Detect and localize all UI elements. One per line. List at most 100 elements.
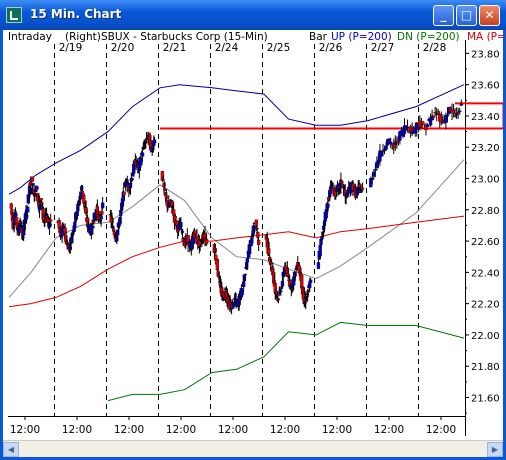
- candle-body: [316, 262, 321, 269]
- candle-body: [40, 207, 45, 209]
- close-button[interactable]: ✕: [479, 5, 500, 26]
- candle-body: [163, 188, 167, 191]
- candle-body: [100, 210, 104, 215]
- candle-body: [118, 216, 122, 225]
- candle-body: [139, 158, 143, 166]
- candle-body: [119, 209, 123, 216]
- horizontal-scrollbar[interactable]: ◀ ▶: [3, 440, 503, 457]
- candle-body: [173, 216, 177, 220]
- candle-body: [341, 184, 345, 187]
- candle-body: [110, 217, 114, 223]
- date-label: 2/21: [163, 42, 187, 54]
- chart-area[interactable]: Intraday (Right) SBUX - Starbucks Corp (…: [3, 30, 503, 457]
- chart-app-icon: [6, 7, 22, 23]
- candle-body: [77, 201, 82, 204]
- price-chart[interactable]: Intraday (Right) SBUX - Starbucks Corp (…: [3, 30, 503, 440]
- candle-body: [459, 104, 463, 106]
- x-tick-label: 12:00: [426, 424, 456, 436]
- candle-body: [31, 183, 35, 186]
- title-bar[interactable]: 15 Min. Chart _ □ ✕: [0, 0, 506, 30]
- candle-body: [162, 183, 166, 188]
- candle-body: [240, 290, 244, 296]
- candle-body: [308, 282, 312, 288]
- candle-body: [140, 152, 145, 157]
- candle-body: [111, 226, 115, 229]
- candle-body: [389, 141, 393, 145]
- candle-body: [91, 220, 96, 224]
- candle-body: [48, 224, 52, 226]
- candle-body: [68, 247, 73, 251]
- candle-body: [250, 234, 255, 236]
- candle-body: [280, 287, 284, 289]
- candle-body: [326, 203, 330, 208]
- axis-side-label: (Right): [65, 31, 101, 43]
- gray-average-line: [8, 159, 465, 298]
- x-tick-label: 12:00: [62, 424, 92, 436]
- candle-body: [274, 291, 278, 294]
- candle-body: [256, 232, 260, 238]
- y-tick-label: 23.60: [471, 81, 500, 92]
- y-tick-label: 23.20: [471, 143, 500, 154]
- candle-body: [14, 217, 19, 224]
- candle-body: [117, 224, 121, 227]
- candle-body: [293, 274, 297, 276]
- candle-body: [193, 230, 197, 235]
- candle-body: [340, 180, 344, 184]
- candle-body: [458, 110, 462, 113]
- date-label: 2/28: [423, 42, 447, 54]
- candle-body: [26, 207, 30, 213]
- candle-body: [73, 221, 77, 228]
- candle-body: [32, 190, 36, 196]
- candle-body: [327, 196, 331, 201]
- candle-body: [254, 219, 259, 226]
- candle-body: [419, 125, 424, 128]
- candle-body: [30, 176, 35, 182]
- maximize-button[interactable]: □: [456, 5, 477, 26]
- x-tick-label: 12:00: [114, 424, 144, 436]
- y-tick-label: 22.40: [471, 268, 500, 279]
- candle-body: [9, 203, 13, 209]
- minimize-button[interactable]: _: [433, 5, 454, 26]
- candle-body: [115, 236, 119, 242]
- candle-body: [180, 229, 184, 231]
- date-label: 2/24: [215, 42, 239, 54]
- candle-body: [276, 298, 281, 301]
- y-tick-label: 21.80: [471, 362, 500, 373]
- candle-body: [39, 198, 43, 201]
- candle-body: [436, 110, 440, 114]
- scroll-right-arrow-icon[interactable]: ▶: [487, 442, 503, 457]
- y-tick-label: 22.60: [471, 237, 500, 248]
- candle-body: [358, 184, 362, 188]
- candle-body: [250, 237, 254, 244]
- y-tick-label: 23.00: [471, 175, 500, 186]
- candle-body: [241, 282, 246, 288]
- candle-body: [280, 280, 285, 287]
- scroll-left-arrow-icon[interactable]: ◀: [3, 442, 19, 457]
- candle-body: [421, 121, 425, 125]
- candle-body: [359, 191, 363, 194]
- candle-body: [164, 195, 169, 199]
- date-label: 2/27: [371, 42, 395, 54]
- candle-body: [300, 275, 304, 289]
- candle-body: [213, 248, 217, 253]
- window-title: 15 Min. Chart: [30, 7, 122, 21]
- y-tick-label: 22.20: [471, 300, 500, 311]
- candle-body: [318, 244, 322, 257]
- candle-body: [57, 220, 61, 228]
- upper-band-line: [8, 84, 465, 195]
- candle-body: [63, 227, 67, 235]
- candle-body: [255, 227, 259, 230]
- y-tick-label: 22.80: [471, 206, 500, 217]
- y-tick-label: 23.80: [471, 49, 500, 60]
- candle-body: [91, 225, 95, 229]
- candle-body: [431, 115, 436, 118]
- candle-body: [21, 236, 25, 239]
- x-tick-label: 12:00: [166, 424, 196, 436]
- candle-body: [19, 222, 23, 224]
- candle-body: [144, 141, 148, 143]
- date-label: 2/20: [111, 42, 135, 54]
- lower-band-label: DN (P=200): [397, 31, 460, 43]
- candle-body: [100, 202, 105, 209]
- candle-body: [405, 126, 410, 129]
